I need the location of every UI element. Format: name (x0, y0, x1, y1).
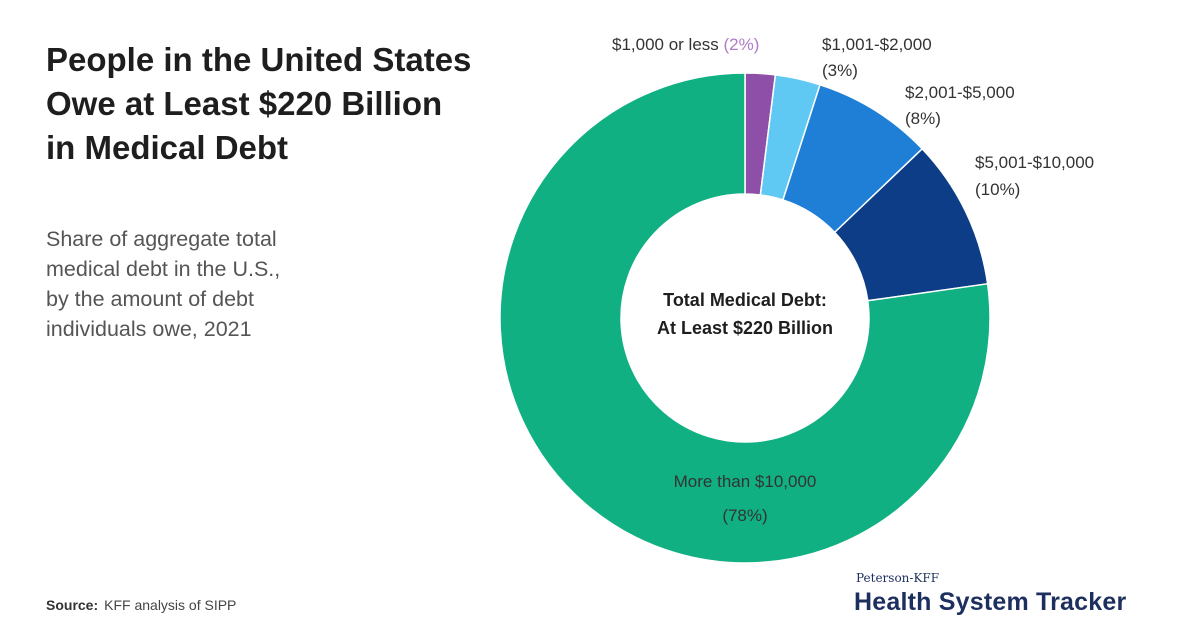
subtitle-line: medical debt in the U.S., (46, 257, 281, 281)
brand-logo-small: Peterson-KFF (856, 571, 940, 585)
chart-subtitle: Share of aggregate total medical debt in… (46, 224, 376, 344)
slice-label-percent: (3%) (822, 61, 858, 80)
slice-label-name: $2,001-$5,000 (905, 83, 1015, 102)
donut-slices (499, 72, 991, 564)
subtitle-line: Share of aggregate total (46, 227, 277, 251)
source-text: KFF analysis of SIPP (104, 597, 237, 613)
chart-title: People in the United States Owe at Least… (46, 38, 566, 170)
slice-label-name: $5,001-$10,000 (975, 153, 1094, 172)
brand-logo-main: Health System Tracker (854, 588, 1127, 616)
donut-slice (499, 72, 991, 564)
subtitle-line: by the amount of debt (46, 287, 254, 311)
slice-label-percent: (78%) (722, 506, 767, 525)
slice-label-name: $1,001-$2,000 (822, 35, 932, 54)
title-line: Owe at Least $220 Billion (46, 85, 443, 122)
center-label-line-1: Total Medical Debt: (663, 290, 827, 310)
subtitle-line: individuals owe, 2021 (46, 317, 252, 341)
slice-label-percent: (2%) (724, 35, 760, 54)
title-line: People in the United States (46, 41, 472, 78)
title-line: in Medical Debt (46, 129, 289, 166)
source-label: Source: (46, 597, 99, 613)
slice-labels: $1,000 or less (2%) $1,001-$2,000 (3%) $2,0… (612, 35, 1094, 525)
source-note: Source: KFF analysis of SIPP (46, 597, 236, 613)
slice-label-percent: (8%) (905, 109, 941, 128)
slice-label-percent: (10%) (975, 180, 1020, 199)
slice-label-name: More than $10,000 (674, 472, 817, 491)
slice-label: $1,000 or less (2%) (612, 35, 759, 54)
slice-label-name: $1,000 or less (612, 35, 724, 54)
center-label-line-2: At Least $220 Billion (657, 318, 833, 338)
